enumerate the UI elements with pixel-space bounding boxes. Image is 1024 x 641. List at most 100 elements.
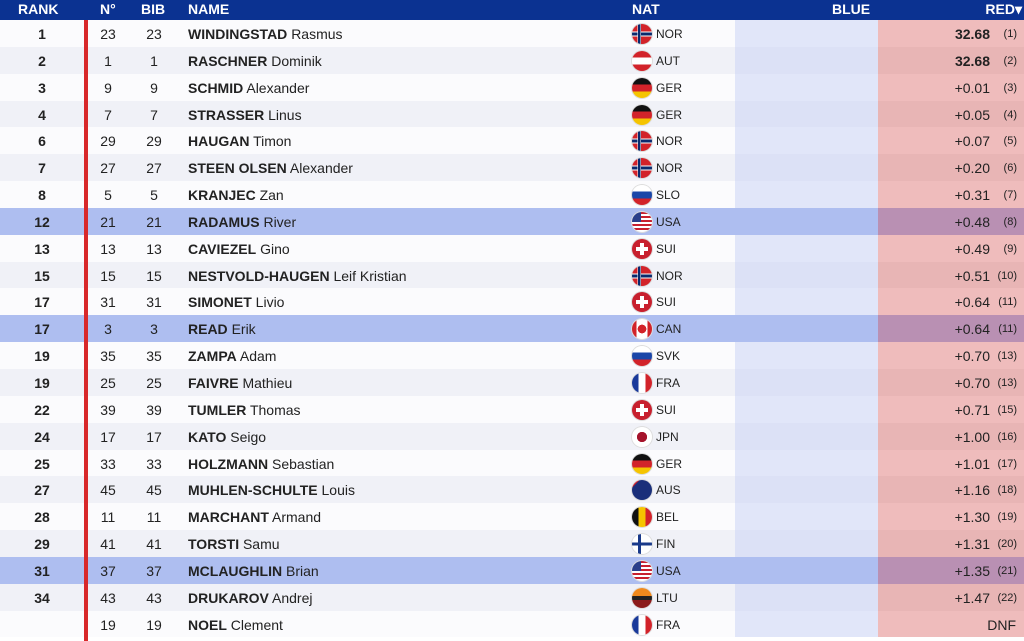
athlete-name[interactable]: ZAMPA Adam [188, 348, 276, 364]
athlete-name[interactable]: READ Erik [188, 321, 256, 337]
last-name: MCLAUGHLIN [188, 562, 283, 579]
first-name: Dominik [271, 52, 322, 69]
table-row[interactable]: 25 33 33 HOLZMANN Sebastian GER +1.01 (1… [0, 449, 1024, 477]
table-row[interactable]: 19 25 25 FAIVRE Mathieu FRA +0.70 (13) [0, 368, 1024, 396]
red-position: (22) [997, 591, 1017, 604]
first-name: River [263, 213, 297, 230]
red-time: +0.64 [954, 321, 990, 338]
athlete-name[interactable]: KATO Seigo [188, 429, 266, 445]
athlete-name[interactable]: STRASSER Linus [188, 107, 302, 123]
last-name: RASCHNER [188, 52, 268, 69]
athlete-name[interactable]: HAUGAN Timon [188, 133, 291, 149]
athlete-name[interactable]: TORSTI Samu [188, 536, 280, 552]
first-name: Zan [259, 187, 284, 204]
red-position: (11) [998, 323, 1017, 336]
first-name: Alexander [246, 79, 310, 96]
nation: AUS [656, 483, 681, 498]
table-row[interactable]: 28 11 11 MARCHANT Armand BEL +1.30 (19) [0, 503, 1024, 531]
last-name: STEEN OLSEN [188, 160, 287, 177]
start-number: 33 [100, 455, 116, 472]
nation: FRA [656, 617, 680, 632]
red-position: (3) [1003, 81, 1017, 94]
table-row[interactable]: 22 39 39 TUMLER Thomas SUI +0.71 (15) [0, 395, 1024, 423]
table-row[interactable]: 4 7 7 STRASSER Linus GER +0.05 (4) [0, 100, 1024, 128]
first-name: Linus [268, 106, 302, 123]
table-row[interactable]: 27 45 45 MUHLEN-SCHULTE Louis AUS +1.16 … [0, 476, 1024, 504]
col-blue[interactable]: BLUE [832, 1, 871, 17]
athlete-name[interactable]: STEEN OLSEN Alexander [188, 160, 353, 176]
nation: FIN [656, 537, 676, 552]
athlete-name[interactable]: SCHMID Alexander [188, 80, 309, 96]
bib: 11 [146, 509, 162, 526]
flag-icon [632, 131, 652, 152]
athlete-name[interactable]: SIMONET Livio [188, 294, 284, 310]
table-row[interactable]: 15 15 15 NESTVOLD-HAUGEN Leif Kristian N… [0, 261, 1024, 289]
rank: 15 [34, 267, 50, 284]
blue-course-cell [735, 449, 878, 477]
athlete-name[interactable]: FAIVRE Mathieu [188, 375, 292, 391]
athlete-name[interactable]: TUMLER Thomas [188, 402, 301, 418]
nation: GER [656, 80, 683, 95]
start-number: 11 [100, 509, 116, 526]
red-position: (6) [1003, 162, 1017, 175]
nation: GER [656, 107, 683, 122]
athlete-name[interactable]: RADAMUS River [188, 214, 296, 230]
red-position: (5) [1003, 135, 1017, 148]
bib: 27 [146, 160, 162, 177]
athlete-name[interactable]: NOEL Clement [188, 617, 283, 633]
flag-icon [632, 480, 652, 501]
table-row[interactable]: 19 35 35 ZAMPA Adam SVK +0.70 (13) [0, 342, 1024, 369]
bib: 45 [146, 482, 162, 499]
table-row[interactable]: 29 41 41 TORSTI Samu FIN +1.31 (20) [0, 530, 1024, 557]
athlete-name[interactable]: WINDINGSTAD Rasmus [188, 26, 343, 42]
bib: 7 [150, 106, 158, 123]
athlete-name[interactable]: KRANJEC Zan [188, 187, 284, 203]
table-row[interactable]: 24 17 17 KATO Seigo JPN +1.00 (16) [0, 422, 1024, 450]
athlete-name[interactable]: NESTVOLD-HAUGEN Leif Kristian [188, 268, 407, 284]
athlete-name[interactable]: RASCHNER Dominik [188, 53, 322, 69]
bib: 15 [146, 267, 162, 284]
last-name: FAIVRE [188, 374, 239, 391]
start-number: 5 [104, 187, 112, 204]
col-red-sort[interactable]: RED▾ [985, 1, 1022, 17]
table-row[interactable]: 31 37 37 MCLAUGHLIN Brian USA +1.35 (21) [0, 556, 1024, 584]
flag-icon [632, 265, 652, 286]
athlete-name[interactable]: CAVIEZEL Gino [188, 241, 290, 257]
rank: 13 [34, 240, 50, 257]
table-row[interactable]: 17 3 3 READ Erik CAN +0.64 (11) [0, 315, 1024, 343]
table-row[interactable]: 2 1 1 RASCHNER Dominik AUT 32.68 (2) [0, 46, 1024, 74]
table-row[interactable]: 7 27 27 STEEN OLSEN Alexander NOR +0.20 … [0, 154, 1024, 182]
bib: 13 [146, 240, 162, 257]
first-name: Samu [242, 536, 280, 553]
athlete-name[interactable]: MUHLEN-SCHULTE Louis [188, 482, 355, 498]
col-name[interactable]: NAME [188, 1, 230, 17]
bib: 41 [146, 536, 162, 553]
table-row[interactable]: 12 21 21 RADAMUS River USA +0.48 (8) [0, 207, 1024, 235]
start-number: 23 [100, 26, 116, 42]
last-name: SIMONET [188, 294, 252, 311]
red-position: (16) [997, 430, 1017, 443]
athlete-name[interactable]: MCLAUGHLIN Brian [188, 563, 319, 579]
athlete-name[interactable]: HOLZMANN Sebastian [188, 456, 334, 472]
athlete-name[interactable]: MARCHANT Armand [188, 509, 321, 525]
athlete-name[interactable]: DRUKAROV Andrej [188, 590, 312, 606]
col-no[interactable]: N° [100, 1, 116, 17]
table-row[interactable]: 19 19 NOEL Clement FRA DNF [0, 610, 1024, 638]
rank: 25 [34, 455, 50, 472]
col-rank[interactable]: RANK [18, 1, 59, 17]
first-name: Leif Kristian [333, 267, 407, 284]
last-name: DRUKAROV [188, 589, 269, 606]
flag-icon [632, 50, 652, 71]
col-bib[interactable]: BIB [141, 1, 166, 17]
table-row[interactable]: 13 13 13 CAVIEZEL Gino SUI +0.49 (9) [0, 234, 1024, 262]
col-nat[interactable]: NAT [632, 1, 660, 17]
table-row[interactable]: 17 31 31 SIMONET Livio SUI +0.64 (11) [0, 288, 1024, 316]
table-row[interactable]: 1 23 23 WINDINGSTAD Rasmus NOR 32.68 (1) [0, 20, 1024, 47]
table-row[interactable]: 6 29 29 HAUGAN Timon NOR +0.07 (5) [0, 127, 1024, 155]
red-time: +1.35 [954, 562, 990, 579]
table-row[interactable]: 8 5 5 KRANJEC Zan SLO +0.31 (7) [0, 181, 1024, 208]
blue-course-cell [735, 476, 878, 504]
table-row[interactable]: 34 43 43 DRUKAROV Andrej LTU +1.47 (22) [0, 583, 1024, 611]
table-row[interactable]: 3 9 9 SCHMID Alexander GER +0.01 (3) [0, 73, 1024, 101]
bib: 3 [150, 321, 158, 338]
